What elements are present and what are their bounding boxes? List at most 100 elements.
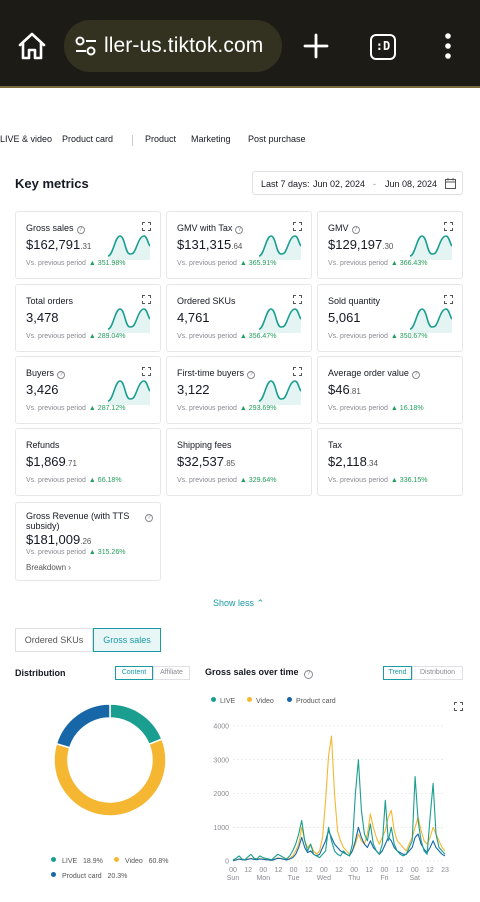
info-icon[interactable]: ? [351,226,360,234]
nav-tab-product-card[interactable]: Product card [62,134,114,144]
legend-dot [51,872,56,877]
metric-value: $46.81 [328,382,361,397]
metric-card[interactable]: GMV with Tax? $131,315.64 Vs. previous per… [166,211,312,279]
donut-slice-video[interactable] [53,738,167,817]
metric-card[interactable]: GMV? $129,197.30 Vs. previous period ▲ 366.… [317,211,463,279]
donut-slice-live[interactable] [109,703,163,746]
calendar-icon [445,178,456,189]
toolbar-divider [0,86,480,88]
expand-icon[interactable] [142,367,151,376]
info-icon[interactable]: ? [145,514,153,522]
address-bar[interactable]: ller-us.tiktok.com [64,20,282,72]
nav-tab-marketing[interactable]: Marketing [191,134,231,144]
sparkline-line [259,235,301,257]
url-text: ller-us.tiktok.com [104,34,264,57]
x-tick-hour: 00 [290,867,298,874]
x-tick-hour: 00 [381,867,389,874]
x-tick-hour: 00 [259,867,267,874]
series-line-live [232,759,446,861]
metric-comparison: Vs. previous period ▲ 315.26% [26,549,126,556]
date-end[interactable]: Jun 08, 2024 [385,179,438,189]
home-icon[interactable] [16,30,48,62]
tab-distribution[interactable]: Distribution [412,666,463,680]
expand-icon[interactable] [142,295,151,304]
tab-switcher-button[interactable]: :D [370,34,396,60]
tab-affiliate[interactable]: Affiliate [153,666,190,680]
analytics-nav: LIVE & video Product card Product Market… [0,134,480,148]
y-tick-label: 1000 [213,825,229,832]
date-range-prefix: Last 7 days: [261,179,310,189]
sparkline-line [108,308,150,330]
sparkline-chart [259,380,301,405]
metric-value: $131,315.64 [177,237,243,252]
info-icon[interactable]: ? [57,371,66,379]
metric-comparison: Vs. previous period ▲ 350.67% [328,333,428,340]
metric-card[interactable]: Gross sales? $162,791.31 Vs. previous peri… [15,211,161,279]
metric-comparison: Vs. previous period ▲ 66.18% [26,477,122,484]
new-tab-icon[interactable] [302,32,330,60]
expand-icon[interactable] [444,295,453,304]
sparkline-area [410,236,452,260]
nav-tab-product[interactable]: Product [145,134,177,144]
trend-tabs: Trend Distribution [383,666,463,680]
metric-name: Buyers? [26,368,66,379]
metric-comparison: Vs. previous period ▲ 293.69% [177,405,277,412]
sparkline-chart [259,235,301,260]
info-icon[interactable]: ? [76,226,85,234]
nav-tab-post-purchase[interactable]: Post purchase [248,134,306,144]
info-icon[interactable]: ? [304,670,314,679]
legend-dot [211,697,216,702]
x-tick-hour: 00 [411,867,419,874]
toggle-ordered-skus[interactable]: Ordered SKUs [15,628,93,652]
donut-slice-product-card[interactable] [55,703,111,749]
x-tick-day: Mon [256,875,270,882]
sparkline-line [410,308,452,330]
expand-icon[interactable] [293,222,302,231]
metric-card[interactable]: Tax $2,118.34 Vs. previous period ▲ 336.15% [317,428,463,496]
show-less-link[interactable]: Show less ⌃ [213,598,265,608]
nav-tab-live-video[interactable]: LIVE & video [0,134,53,144]
expand-icon[interactable] [444,222,453,231]
metric-card[interactable]: Buyers? 3,426 Vs. previous period ▲ 287.12% [15,356,161,424]
y-tick-label: 0 [225,859,229,866]
metric-comparison: Vs. previous period ▲ 365.91% [177,260,277,267]
metric-name: Sold quantity [328,296,381,306]
metric-card[interactable]: Refunds $1,869.71 Vs. previous period ▲ 66.… [15,428,161,496]
metric-name: Average order value? [328,368,420,379]
metric-name: Total orders [26,296,74,306]
expand-icon[interactable] [293,295,302,304]
tab-trend[interactable]: Trend [383,666,412,680]
expand-icon[interactable] [142,222,151,231]
info-icon[interactable]: ? [411,371,420,379]
info-icon[interactable]: ? [235,226,244,234]
x-tick-hour: 12 [396,867,404,874]
metric-name: Gross Revenue (with TTS subsidy) [26,511,130,531]
metric-card[interactable]: First-time buyers? 3,122 Vs. previous peri… [166,356,312,424]
site-settings-icon[interactable] [74,35,98,57]
metric-card-gross-revenue[interactable]: Gross Revenue (with TTS subsidy) ? $181,… [15,502,161,581]
info-icon[interactable]: ? [247,371,256,379]
metric-comparison: Vs. previous period ▲ 336.15% [328,477,428,484]
tab-content[interactable]: Content [115,666,153,680]
gross-sales-over-time-title: Gross sales over time ? [205,667,314,679]
x-tick-hour: 12 [244,867,252,874]
metric-name: Ordered SKUs [177,296,236,306]
more-menu-icon[interactable] [438,32,458,60]
sparkline-line [259,308,301,330]
metric-card[interactable]: Shipping fees $32,537.85 Vs. previous peri… [166,428,312,496]
metric-comparison: Vs. previous period ▲ 287.12% [26,405,126,412]
date-range-picker[interactable]: Last 7 days: Jun 02, 2024 - Jun 08, 2024 [252,171,463,195]
distribution-tabs: Content Affiliate [115,666,190,680]
metric-card[interactable]: Ordered SKUs 4,761 Vs. previous period ▲ 35… [166,284,312,352]
metric-card[interactable]: Average order value? $46.81 Vs. previous p… [317,356,463,424]
expand-icon[interactable] [293,367,302,376]
metric-card[interactable]: Sold quantity 5,061 Vs. previous period ▲ 3… [317,284,463,352]
date-start[interactable]: Jun 02, 2024 [313,179,366,189]
metric-value: $162,791.31 [26,237,92,252]
x-tick-hour: 00 [229,867,237,874]
toggle-gross-sales[interactable]: Gross sales [93,628,161,652]
fullscreen-icon[interactable] [454,702,463,711]
metric-card[interactable]: Total orders 3,478 Vs. previous period ▲ 28… [15,284,161,352]
breakdown-link[interactable]: Breakdown › [26,563,71,572]
sparkline-chart [259,308,301,333]
